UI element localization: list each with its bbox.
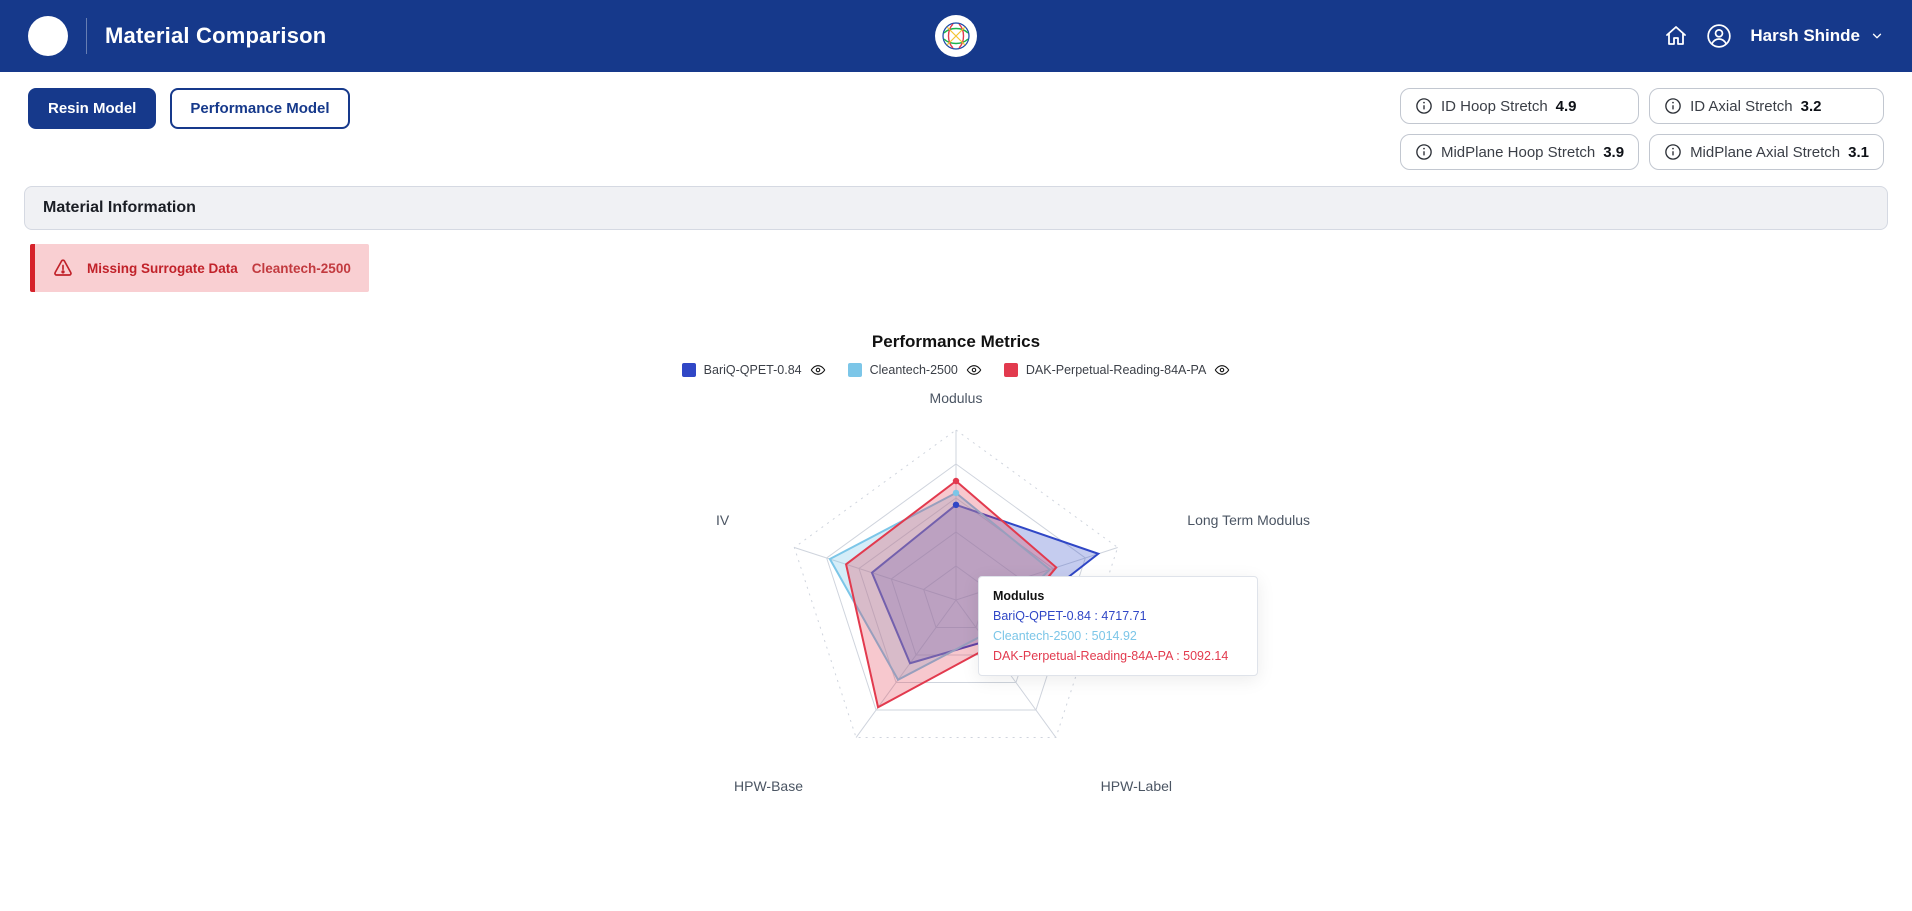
axis-label-hpw-base: HPW-Base bbox=[734, 778, 803, 794]
profile-icon[interactable] bbox=[1706, 23, 1732, 49]
user-menu[interactable]: Harsh Shinde bbox=[1750, 26, 1884, 46]
tab-resin-model[interactable]: Resin Model bbox=[28, 88, 156, 129]
axis-label-long-term-modulus: Long Term Modulus bbox=[1187, 512, 1310, 528]
material-info-panel: Material Information Missing Surrogate D… bbox=[24, 186, 1888, 824]
chart-title: Performance Metrics bbox=[872, 332, 1040, 352]
info-icon bbox=[1664, 97, 1682, 115]
visibility-eye-icon[interactable] bbox=[966, 362, 982, 378]
header-left: Material Comparison bbox=[28, 16, 326, 56]
metric-pill-value: 3.1 bbox=[1848, 144, 1869, 161]
axis-label-iv: IV bbox=[716, 512, 729, 528]
controls-row: Resin Model Performance Model ID Hoop St… bbox=[0, 72, 1912, 176]
metric-pill-label: ID Axial Stretch bbox=[1690, 98, 1793, 115]
metric-pill-value: 3.9 bbox=[1603, 144, 1624, 161]
chart-legend: BariQ-QPET-0.84 Cleantech-2500 DAK-Perpetu… bbox=[682, 362, 1231, 378]
metric-pill[interactable]: MidPlane Hoop Stretch 3.9 bbox=[1400, 134, 1639, 170]
header-center bbox=[935, 15, 977, 57]
metric-pill[interactable]: ID Hoop Stretch 4.9 bbox=[1400, 88, 1639, 124]
app-logo-circle bbox=[28, 16, 68, 56]
info-icon bbox=[1664, 143, 1682, 161]
legend-swatch bbox=[848, 363, 862, 377]
app-header: Material Comparison Harsh Shinde bbox=[0, 0, 1912, 72]
axis-label-modulus: Modulus bbox=[930, 390, 983, 406]
metric-pill-label: ID Hoop Stretch bbox=[1441, 98, 1548, 115]
metric-pill-label: MidPlane Hoop Stretch bbox=[1441, 144, 1595, 161]
header-right: Harsh Shinde bbox=[1664, 23, 1884, 49]
panel-title: Material Information bbox=[24, 186, 1888, 230]
legend-item[interactable]: DAK-Perpetual-Reading-84A-PA bbox=[1004, 362, 1230, 378]
model-tabs: Resin Model Performance Model bbox=[28, 88, 350, 129]
brand-globe-icon bbox=[935, 15, 977, 57]
warning-triangle-icon bbox=[53, 258, 73, 278]
legend-item[interactable]: BariQ-QPET-0.84 bbox=[682, 362, 826, 378]
legend-label: DAK-Perpetual-Reading-84A-PA bbox=[1026, 363, 1206, 377]
radar-chart: Modulus Long Term Modulus HPW-Label HPW-… bbox=[676, 384, 1236, 804]
legend-swatch bbox=[682, 363, 696, 377]
metric-pill-value: 4.9 bbox=[1556, 98, 1577, 115]
metric-pills: ID Hoop Stretch 4.9 ID Axial Stretch 3.2 M… bbox=[1400, 88, 1884, 170]
metric-pill-label: MidPlane Axial Stretch bbox=[1690, 144, 1840, 161]
metric-pill-value: 3.2 bbox=[1801, 98, 1822, 115]
chart-tooltip: Modulus BariQ-QPET-0.84 : 4717.71 Cleante… bbox=[978, 576, 1258, 676]
info-icon bbox=[1415, 97, 1433, 115]
alert-message: Missing Surrogate Data bbox=[87, 261, 238, 276]
chart-section: Performance Metrics BariQ-QPET-0.84 Clean… bbox=[24, 292, 1888, 824]
info-icon bbox=[1415, 143, 1433, 161]
metric-pill[interactable]: MidPlane Axial Stretch 3.1 bbox=[1649, 134, 1884, 170]
tab-performance-model[interactable]: Performance Model bbox=[170, 88, 349, 129]
legend-label: BariQ-QPET-0.84 bbox=[704, 363, 802, 377]
alert-material: Cleantech-2500 bbox=[252, 261, 351, 276]
tooltip-rows: BariQ-QPET-0.84 : 4717.71 Cleantech-2500 … bbox=[993, 609, 1243, 663]
visibility-eye-icon[interactable] bbox=[1214, 362, 1230, 378]
tooltip-row: Cleantech-2500 : 5014.92 bbox=[993, 629, 1243, 643]
tooltip-row: BariQ-QPET-0.84 : 4717.71 bbox=[993, 609, 1243, 623]
user-name: Harsh Shinde bbox=[1750, 26, 1860, 46]
header-divider bbox=[86, 18, 87, 54]
home-icon[interactable] bbox=[1664, 24, 1688, 48]
legend-item[interactable]: Cleantech-2500 bbox=[848, 362, 982, 378]
chevron-down-icon bbox=[1870, 29, 1884, 43]
legend-swatch bbox=[1004, 363, 1018, 377]
tooltip-row: DAK-Perpetual-Reading-84A-PA : 5092.14 bbox=[993, 649, 1243, 663]
legend-label: Cleantech-2500 bbox=[870, 363, 958, 377]
axis-label-hpw-label: HPW-Label bbox=[1101, 778, 1172, 794]
tooltip-axis: Modulus bbox=[993, 589, 1243, 603]
metric-pill[interactable]: ID Axial Stretch 3.2 bbox=[1649, 88, 1884, 124]
visibility-eye-icon[interactable] bbox=[810, 362, 826, 378]
missing-data-alert: Missing Surrogate Data Cleantech-2500 bbox=[30, 244, 369, 292]
page-title: Material Comparison bbox=[105, 23, 326, 49]
